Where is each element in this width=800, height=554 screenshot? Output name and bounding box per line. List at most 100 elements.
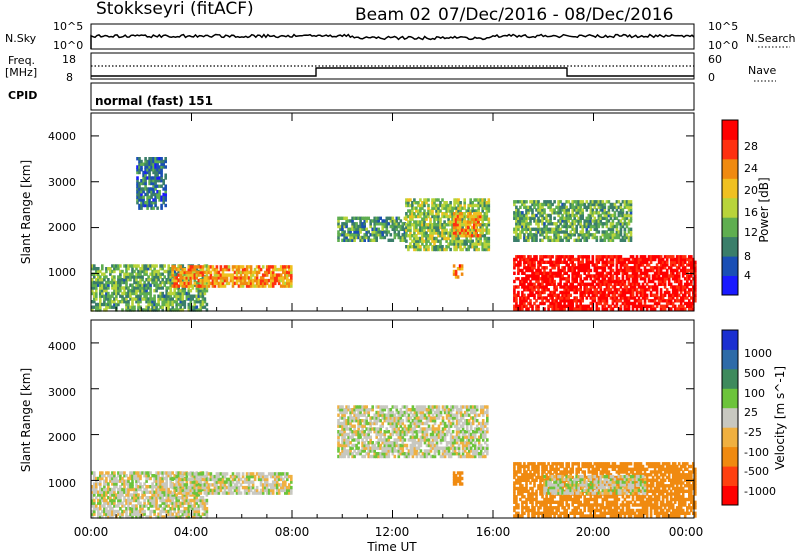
heatmap-cell [359, 224, 362, 229]
heatmap-cell [409, 245, 412, 249]
heatmap-cell [419, 225, 422, 230]
heatmap-cell [599, 279, 603, 284]
heatmap-cell [539, 257, 542, 262]
heatmap-cell [639, 263, 643, 267]
heatmap-cell [525, 222, 528, 226]
heatmap-cell [529, 263, 532, 267]
heatmap-cell [529, 266, 532, 270]
heatmap-cell [555, 293, 558, 297]
heatmap-cell [679, 304, 683, 308]
heatmap-cell [177, 491, 180, 495]
heatmap-cell [144, 170, 147, 175]
heatmap-cell [455, 201, 458, 205]
heatmap-cell [543, 301, 546, 306]
heatmap-cell [561, 290, 564, 295]
heatmap-cell [140, 179, 143, 183]
heatmap-cell [135, 291, 138, 296]
heatmap-cell [541, 255, 544, 259]
heatmap-cell [111, 291, 114, 296]
heatmap-cell [555, 257, 558, 262]
power-cbar-label: Power [dB] [757, 177, 771, 242]
heatmap-cell [671, 290, 675, 295]
heatmap-cell [595, 271, 599, 275]
heatmap-cell [93, 476, 96, 481]
heatmap-cell [241, 276, 245, 280]
heatmap-cell [245, 270, 249, 275]
heatmap-cell [417, 236, 420, 241]
heatmap-cell [189, 507, 193, 511]
heatmap-cell [517, 266, 520, 270]
heatmap-cell [148, 173, 151, 177]
heatmap-cell [143, 264, 146, 268]
heatmap-cell [633, 301, 637, 306]
heatmap-cell [253, 270, 257, 275]
heatmap-cell [93, 509, 96, 514]
heatmap-cell [466, 228, 470, 232]
heatmap-cell [611, 296, 615, 300]
heatmap-cell [533, 216, 536, 220]
heatmap-cell [567, 290, 570, 295]
heatmap-cell [193, 507, 197, 511]
heatmap-cell [189, 477, 193, 482]
heatmap-cell [454, 217, 458, 221]
heatmap-cell [145, 496, 148, 500]
heatmap-cell [103, 283, 106, 287]
heatmap-cell [411, 203, 414, 208]
heatmap-cell [150, 179, 153, 183]
heatmap-cell [347, 238, 350, 242]
heatmap-cell [451, 220, 454, 224]
heatmap-cell [193, 265, 197, 269]
heatmap-cell [279, 278, 283, 283]
heatmap-cell [470, 214, 474, 219]
heatmap-cell [160, 168, 163, 172]
heatmap-cell [579, 296, 582, 300]
heatmap-cell [405, 217, 408, 221]
heatmap-cell [171, 270, 174, 275]
heatmap-cell [187, 472, 191, 476]
heatmap-cell [537, 274, 540, 278]
heatmap-cell [587, 304, 591, 308]
heatmap-cell [443, 214, 446, 219]
heatmap-cell [138, 203, 141, 208]
heatmap-cell [109, 507, 112, 511]
heatmap-cell [95, 280, 98, 285]
heatmap-cell [474, 231, 478, 235]
heatmap-cell [549, 200, 552, 204]
heatmap-cell [587, 260, 591, 264]
heatmap-cell [159, 485, 162, 489]
heatmap-cell [663, 307, 667, 311]
heatmap-cell [523, 266, 526, 270]
heatmap-cell [187, 477, 191, 482]
heatmap-cell [453, 242, 456, 246]
heatmap-cell [621, 213, 625, 218]
heatmap-cell [337, 222, 340, 226]
heatmap-cell [245, 267, 249, 272]
heatmap-cell [107, 482, 110, 486]
heatmap-cell [203, 291, 207, 296]
heatmap-cell [531, 277, 534, 281]
heatmap-cell [545, 296, 548, 300]
heatmap-cell [605, 211, 609, 215]
heatmap-cell [290, 267, 293, 272]
heatmap-cell [152, 179, 155, 183]
heatmap-cell [151, 275, 154, 279]
heatmap-cell [453, 247, 456, 252]
heatmap-cell [205, 498, 209, 503]
nsearch-label: N.Search [746, 32, 796, 45]
heatmap-cell [519, 200, 522, 204]
heatmap-cell [451, 223, 454, 227]
heatmap-cell [537, 293, 540, 297]
heatmap-cell [409, 203, 412, 208]
heatmap-cell [595, 260, 599, 264]
heatmap-cell [411, 214, 414, 219]
heatmap-cell [525, 208, 528, 212]
heatmap-cell [609, 235, 613, 240]
heatmap-cell [153, 280, 156, 285]
heatmap-cell [665, 257, 669, 262]
heatmap-cell [621, 211, 625, 215]
heatmap-cell [162, 198, 165, 202]
heatmap-cell [142, 187, 145, 191]
heatmap-cell [569, 266, 572, 270]
heatmap-cell [385, 227, 389, 231]
heatmap-cell [361, 238, 364, 242]
